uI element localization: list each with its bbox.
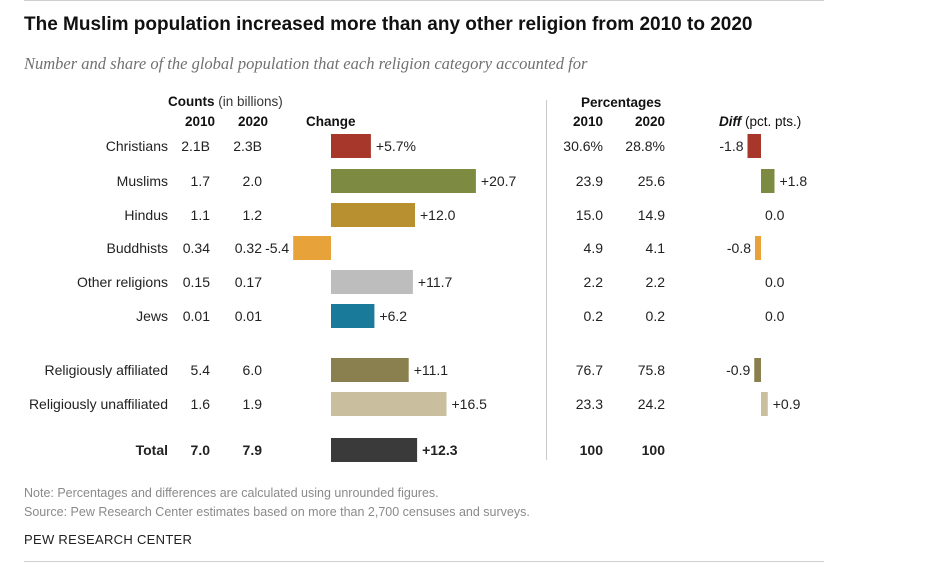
diff-value-label: +0.9 <box>773 396 801 412</box>
change-bar <box>331 169 476 193</box>
count-2020: 2.0 <box>242 173 262 189</box>
pct-2010: 23.9 <box>575 173 603 189</box>
count-2020: 0.17 <box>234 274 262 290</box>
count-2010: 1.1 <box>190 207 210 223</box>
pct-2010: 2.2 <box>583 274 603 290</box>
count-2020: 6.0 <box>242 362 262 378</box>
header-2010: 2010 <box>185 114 216 129</box>
count-2020: 1.9 <box>242 396 262 412</box>
row-label: Jews <box>136 308 168 324</box>
pct-2020: 24.2 <box>637 396 665 412</box>
source-text: Source: Pew Research Center estimates ba… <box>24 505 530 519</box>
count-2010: 7.0 <box>190 442 210 458</box>
header-change: Change <box>306 114 356 129</box>
count-2020: 0.32 <box>234 240 262 256</box>
pct-2020: 100 <box>641 442 665 458</box>
row-label: Christians <box>105 138 168 154</box>
header-2020: 2020 <box>238 114 269 129</box>
pct-2020: 28.8% <box>625 138 665 154</box>
diff-value-label: 0.0 <box>765 274 785 290</box>
row-label: Religiously unaffiliated <box>28 396 168 412</box>
pct-2010: 76.7 <box>575 362 603 378</box>
change-value-label: +11.1 <box>414 362 449 378</box>
change-value-label: +5.7% <box>376 138 416 154</box>
diff-bar <box>755 236 761 260</box>
diff-bar <box>761 169 775 193</box>
chart-title: The Muslim population increased more tha… <box>24 14 753 35</box>
counts-header-bold: Counts <box>168 94 215 109</box>
count-2010: 2.1B <box>181 138 210 154</box>
top-rule <box>24 0 824 1</box>
change-bar <box>331 358 409 382</box>
pct-2010: 100 <box>579 442 603 458</box>
count-2010: 5.4 <box>190 362 210 378</box>
diff-value-label: +1.8 <box>780 173 808 189</box>
bottom-rule <box>24 561 824 562</box>
pct-2020: 4.1 <box>645 240 665 256</box>
note-text: Note: Percentages and differences are ca… <box>24 486 439 500</box>
diff-bar <box>761 392 768 416</box>
diff-header-unit: (pct. pts.) <box>745 114 802 129</box>
row-label: Muslims <box>116 173 168 189</box>
change-bar <box>331 203 415 227</box>
count-2020: 1.2 <box>242 207 262 223</box>
change-value-label: +12.3 <box>422 442 458 458</box>
brand-name: PEW RESEARCH CENTER <box>24 532 193 547</box>
pct-2020: 14.9 <box>637 207 665 223</box>
change-value-label: +6.2 <box>379 308 407 324</box>
count-2020: 2.3B <box>233 138 262 154</box>
change-bar <box>331 304 375 328</box>
chart-subtitle: Number and share of the global populatio… <box>24 54 588 73</box>
column-separator <box>546 100 547 460</box>
diff-bar <box>754 358 761 382</box>
pct-2020: 0.2 <box>645 308 665 324</box>
change-value-label: +12.0 <box>420 207 456 223</box>
diff-header-bold: Diff <box>719 114 742 129</box>
change-value-label: +20.7 <box>481 173 517 189</box>
counts-header-unit: (in billions) <box>218 94 283 109</box>
pct-2010: 23.3 <box>575 396 603 412</box>
count-2010: 1.7 <box>190 173 210 189</box>
counts-header: Counts (in billions) <box>168 94 283 109</box>
count-2010: 0.01 <box>182 308 210 324</box>
header-pct-2010: 2010 <box>573 114 604 129</box>
diff-header: Diff (pct. pts.) <box>719 114 801 129</box>
change-bar <box>331 270 413 294</box>
row-label: Total <box>135 442 168 458</box>
pct-2020: 25.6 <box>637 173 665 189</box>
change-value-label: +16.5 <box>452 396 488 412</box>
pct-2010: 0.2 <box>583 308 603 324</box>
pct-2010: 30.6% <box>563 138 603 154</box>
pct-2020: 75.8 <box>637 362 665 378</box>
count-2010: 0.15 <box>182 274 210 290</box>
diff-value-label: -1.8 <box>719 138 743 154</box>
diff-value-label: -0.8 <box>727 240 751 256</box>
diff-value-label: 0.0 <box>765 308 785 324</box>
row-label: Hindus <box>124 207 168 223</box>
count-2010: 1.6 <box>190 396 210 412</box>
change-bar <box>331 438 418 462</box>
row-label: Religiously affiliated <box>44 362 168 378</box>
header-pct-2020: 2020 <box>635 114 666 129</box>
diff-value-label: 0.0 <box>765 207 785 223</box>
pct-2010: 15.0 <box>575 207 603 223</box>
change-value-label: -5.4 <box>265 240 289 256</box>
change-value-label: +11.7 <box>418 274 453 290</box>
pct-2010: 4.9 <box>583 240 603 256</box>
change-bar <box>331 134 371 158</box>
row-label: Buddhists <box>106 240 168 256</box>
diff-bar <box>747 134 761 158</box>
diff-value-label: -0.9 <box>726 362 750 378</box>
row-label: Other religions <box>76 274 168 290</box>
count-2020: 7.9 <box>242 442 262 458</box>
count-2010: 0.34 <box>182 240 210 256</box>
change-bar <box>293 236 331 260</box>
percentages-header: Percentages <box>581 95 662 110</box>
pct-2020: 2.2 <box>645 274 665 290</box>
change-bar <box>331 392 447 416</box>
count-2020: 0.01 <box>234 308 262 324</box>
